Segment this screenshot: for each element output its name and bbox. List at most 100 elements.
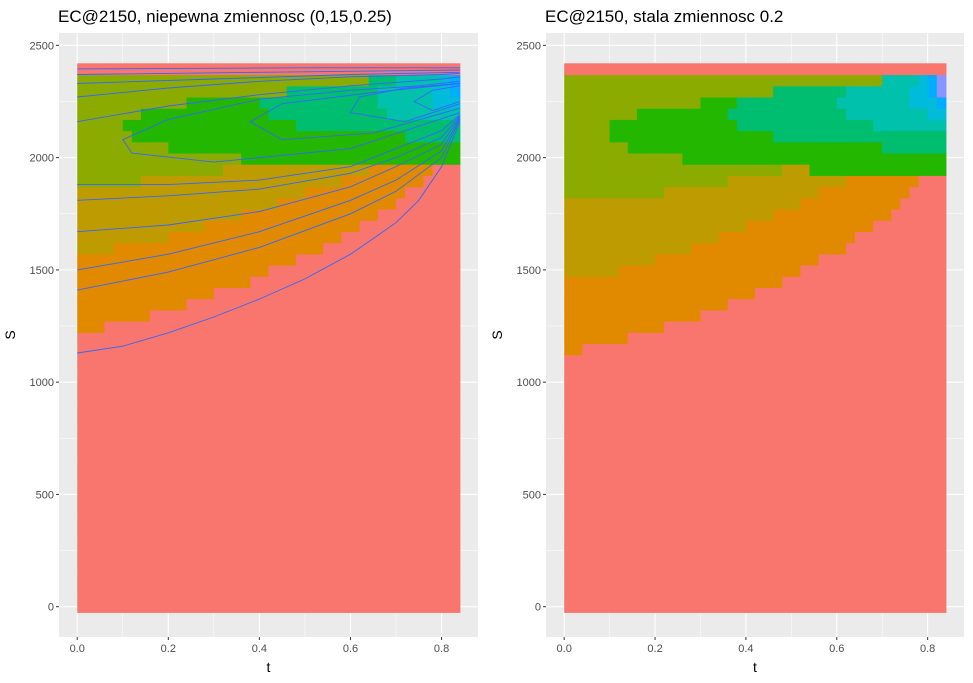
heatmap-tile <box>591 343 602 356</box>
heatmap-tile <box>295 377 306 389</box>
heatmap-tile <box>140 377 151 389</box>
heatmap-tile <box>836 74 847 87</box>
heatmap-tile <box>627 309 638 322</box>
heatmap-tile <box>423 309 434 322</box>
heatmap-tile <box>295 578 306 591</box>
heatmap-tile <box>213 511 224 524</box>
heatmap-tile <box>800 533 811 546</box>
heatmap-tile <box>936 589 947 602</box>
heatmap-tile <box>122 119 133 132</box>
heatmap-tile <box>627 208 638 221</box>
heatmap-tile <box>241 500 251 513</box>
heatmap-tile <box>791 85 802 98</box>
heatmap-tile <box>213 96 224 109</box>
heatmap-tile <box>809 298 820 311</box>
heatmap-tile <box>441 377 452 389</box>
heatmap-tile <box>845 253 856 266</box>
heatmap-tile <box>709 410 720 423</box>
heatmap-tile <box>845 489 856 501</box>
heatmap-tile <box>836 343 847 356</box>
heatmap-tile <box>104 556 115 569</box>
heatmap-tile <box>782 242 792 255</box>
heatmap-tile <box>873 377 883 389</box>
heatmap-tile <box>286 208 297 221</box>
heatmap-tile <box>745 276 756 288</box>
heatmap-tile <box>864 399 874 412</box>
heatmap-tile <box>314 309 324 322</box>
heatmap-tile <box>314 567 324 580</box>
heatmap-tile <box>755 466 765 479</box>
heatmap-tile <box>195 208 206 221</box>
heatmap-tile <box>645 276 656 288</box>
heatmap-tile <box>891 152 901 165</box>
heatmap-tile <box>582 208 593 221</box>
heatmap-tile <box>95 500 106 513</box>
heatmap-tile <box>918 85 929 98</box>
heatmap-tile <box>368 589 379 602</box>
heatmap-tile <box>582 108 593 120</box>
heatmap-tile <box>927 500 938 513</box>
heatmap-tile <box>809 556 820 569</box>
heatmap-tile <box>113 567 124 580</box>
heatmap-tile <box>736 276 747 288</box>
heatmap-tile <box>86 477 97 490</box>
heatmap-tile <box>341 410 352 423</box>
heatmap-tile <box>900 354 911 367</box>
heatmap-tile <box>150 567 160 580</box>
heatmap-tile <box>909 231 920 244</box>
heatmap-tile <box>673 85 683 98</box>
heatmap-tile <box>927 298 938 311</box>
heatmap-tile <box>936 455 947 468</box>
heatmap-tile <box>159 343 169 356</box>
heatmap-tile <box>636 119 647 132</box>
heatmap-tile <box>368 119 379 132</box>
heatmap-tile <box>140 309 151 322</box>
heatmap-tile <box>873 175 883 188</box>
heatmap-tile <box>150 141 160 154</box>
heatmap-tile <box>836 276 847 288</box>
heatmap-tile <box>891 500 901 513</box>
heatmap-tile <box>864 242 874 255</box>
heatmap-tile <box>241 321 251 333</box>
heatmap-tile <box>150 231 160 244</box>
heatmap-tile <box>341 63 352 76</box>
heatmap-tile <box>341 242 352 255</box>
heatmap-tile <box>809 220 820 232</box>
heatmap-tile <box>573 242 583 255</box>
heatmap-tile <box>564 276 574 288</box>
heatmap-tile <box>864 466 874 479</box>
heatmap-tile <box>818 253 829 266</box>
heatmap-tile <box>773 96 783 109</box>
heatmap-tile <box>645 601 656 613</box>
heatmap-tile <box>764 321 774 333</box>
heatmap-tile <box>323 477 333 490</box>
heatmap-tile <box>764 421 774 434</box>
heatmap-tile <box>709 186 720 199</box>
heatmap-tile <box>414 164 424 176</box>
heatmap-tile <box>791 365 802 378</box>
heatmap-tile <box>709 119 720 132</box>
heatmap-tile <box>673 444 683 457</box>
heatmap-tile <box>700 511 711 524</box>
heatmap-tile <box>845 152 856 165</box>
heatmap-tile <box>95 220 106 232</box>
heatmap-tile <box>204 164 215 176</box>
heatmap-tile <box>441 601 452 613</box>
y-tick-label: 2000 <box>517 153 541 165</box>
heatmap-tile <box>259 242 270 255</box>
heatmap-tile <box>441 556 452 569</box>
heatmap-tile <box>177 85 188 98</box>
heatmap-tile <box>168 63 179 76</box>
heatmap-tile <box>836 567 847 580</box>
heatmap-tile <box>441 264 452 277</box>
heatmap-tile <box>782 455 792 468</box>
heatmap-tile <box>809 108 820 120</box>
heatmap-tile <box>159 567 169 580</box>
heatmap-tile <box>441 421 452 434</box>
heatmap-tile <box>791 410 802 423</box>
heatmap-tile <box>764 433 774 445</box>
heatmap-tile <box>682 589 692 602</box>
heatmap-tile <box>918 601 929 613</box>
heatmap-tile <box>341 545 352 557</box>
heatmap-tile <box>573 152 583 165</box>
